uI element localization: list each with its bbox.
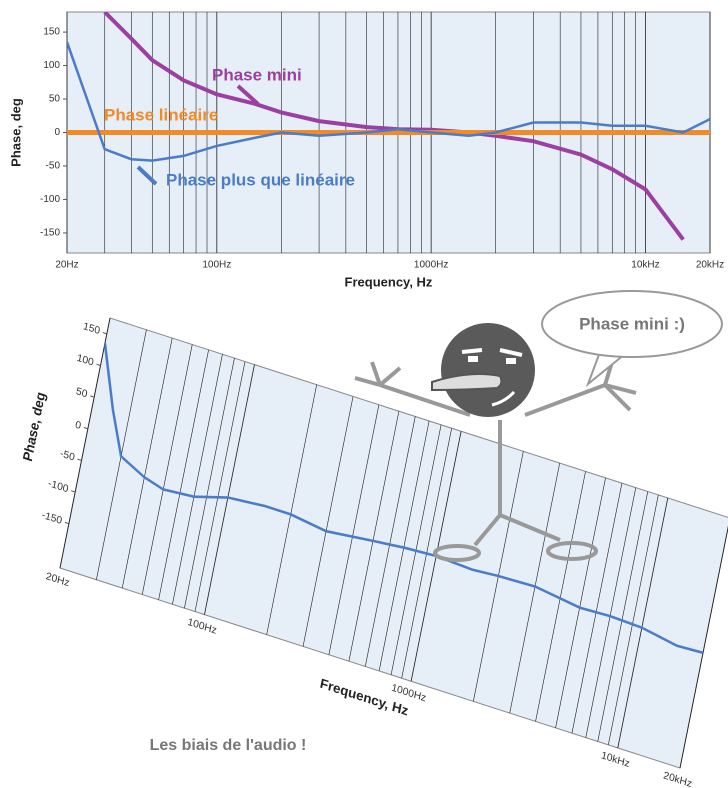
chart-top: 20Hz 100Hz 1000Hz 10kHz 20kHz -150 -100 -50 0 50 1…	[8, 11, 724, 289]
x-tick-label: 1000Hz	[414, 260, 448, 271]
y-tick	[77, 458, 82, 461]
series-annotation: Phase plus que linéaire	[166, 170, 355, 189]
y-axis-label: Phase, deg	[8, 98, 23, 167]
bubble-text: Phase mini :)	[579, 314, 685, 333]
minor-grid-line	[158, 349, 209, 600]
y-tick-label: 150	[43, 27, 60, 38]
y-tick-label: -100	[40, 194, 60, 205]
y-tick-label: 100	[43, 60, 60, 71]
x-tick-label: 20kHz	[662, 770, 692, 788]
x-tick-label: 100Hz	[202, 260, 231, 271]
minor-grid-line	[571, 483, 623, 734]
minor-grid-line	[597, 491, 649, 742]
y-tick	[64, 521, 69, 525]
stick-figure	[354, 361, 637, 562]
y-tick-label: -150	[41, 510, 63, 527]
annotation-pointer	[136, 165, 158, 186]
caption: Les biais de l'audio !	[150, 737, 307, 754]
x-tick-label: 10kHz	[600, 750, 630, 770]
minor-grid-line	[302, 396, 354, 647]
y-tick-label: -150	[40, 228, 60, 239]
y-tick-label: 50	[75, 386, 88, 400]
series-line	[67, 41, 710, 162]
minor-grid-line	[172, 354, 223, 605]
x-tick-label: 10kHz	[631, 260, 659, 271]
x-tick-label: 100Hz	[187, 617, 218, 637]
x-axis-label: Frequency, Hz	[345, 274, 433, 289]
annotation-pointer	[236, 84, 260, 106]
y-tick	[102, 332, 107, 335]
y-tick-label: 100	[76, 353, 95, 369]
y-tick-label: 0	[74, 420, 82, 432]
minor-grid-line	[509, 462, 561, 714]
minor-grid-line	[364, 416, 416, 667]
y-tick	[90, 395, 95, 398]
grid-line	[617, 497, 669, 749]
minor-grid-line	[378, 420, 430, 672]
x-tick-label: 20Hz	[45, 571, 70, 589]
minor-grid-line	[328, 404, 380, 655]
minor-grid-line	[141, 344, 193, 595]
minor-grid-line	[555, 477, 606, 728]
series-annotation: Phase linéaire	[104, 105, 218, 124]
y-axis-label: Phase, deg	[20, 390, 48, 463]
minor-grid-line	[608, 494, 659, 745]
y-tick-label: -100	[47, 478, 69, 495]
series-line	[103, 343, 704, 655]
minor-grid-line	[348, 411, 400, 662]
y-tick-label: 150	[82, 321, 101, 337]
minor-grid-line	[121, 337, 173, 589]
y-tick-label: -50	[46, 161, 61, 172]
head	[431, 323, 535, 417]
x-axis-label: Frequency, Hz	[319, 676, 410, 719]
minor-grid-line	[194, 361, 246, 612]
y-tick	[96, 363, 101, 366]
minor-grid-line	[184, 358, 235, 609]
grid-line	[204, 364, 255, 615]
x-tick-label: 20Hz	[55, 260, 78, 271]
minor-grid-line	[585, 487, 637, 738]
y-tick-label: -50	[59, 448, 76, 463]
x-tick-label: 20kHz	[696, 260, 724, 271]
y-tick	[83, 426, 88, 430]
y-tick-label: 50	[49, 94, 61, 105]
minor-grid-line	[266, 384, 317, 635]
grid-line	[59, 317, 111, 569]
series-annotation: Phase mini	[212, 65, 302, 84]
y-tick	[71, 490, 76, 493]
chart-bottom: 20Hz100Hz1000Hz10kHz20kHz-150-100-500501…	[20, 317, 728, 788]
series-line	[103, 12, 685, 241]
grid-line	[679, 517, 728, 769]
speech-bubble: Phase mini :)	[541, 290, 723, 388]
minor-grid-line	[535, 471, 586, 722]
y-tick-label: 0	[54, 127, 60, 138]
